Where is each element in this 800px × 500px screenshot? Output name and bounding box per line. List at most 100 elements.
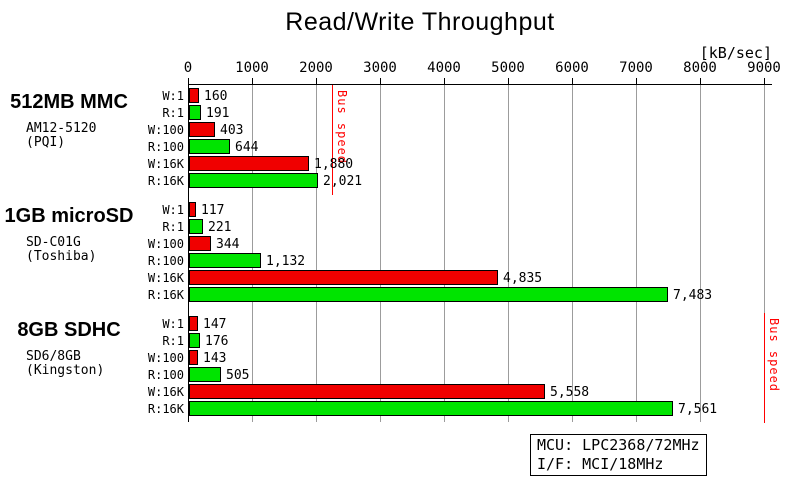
bar-row-label: W:16K xyxy=(147,271,184,285)
gridline xyxy=(508,84,509,422)
axis-tick xyxy=(636,78,637,84)
bar-value-label: 1,132 xyxy=(266,254,306,269)
bar-row-label: W:1 xyxy=(162,89,184,103)
bar-read xyxy=(189,253,261,268)
bar-value-label: 344 xyxy=(216,237,240,252)
axis-tick xyxy=(252,78,253,84)
bar-write xyxy=(189,316,198,331)
axis-tick xyxy=(188,78,189,84)
axis-tick-label: 9000 xyxy=(747,60,781,76)
group-title: 8GB SDHC xyxy=(17,319,121,341)
gridline xyxy=(700,84,701,422)
axis-tick-label: 7000 xyxy=(619,60,653,76)
bar-read xyxy=(189,139,230,154)
bar-read xyxy=(189,287,668,302)
bar-row-label: R:1 xyxy=(162,106,184,120)
bar-write xyxy=(189,270,498,285)
bar-row-label: W:1 xyxy=(162,317,184,331)
bus-speed-label: Bus speed xyxy=(767,318,781,393)
axis-tick-label: 8000 xyxy=(683,60,717,76)
group-subtitle: AM12-5120 (PQI) xyxy=(2,122,136,150)
bar-value-label: 160 xyxy=(204,89,228,104)
bar-value-label: 176 xyxy=(205,334,229,349)
gridline xyxy=(764,84,765,422)
bar-value-label: 403 xyxy=(220,123,244,138)
gridline xyxy=(572,84,573,422)
group-title: 1GB microSD xyxy=(4,205,134,227)
axis-tick xyxy=(508,78,509,84)
group-model: SD6/8GB xyxy=(26,349,81,364)
group-model: SD-C01G xyxy=(26,235,81,250)
axis-tick-label: 6000 xyxy=(555,60,589,76)
bar-row-label: R:1 xyxy=(162,334,184,348)
mcu-info-line1: MCU: LPC2368/72MHz xyxy=(537,436,700,454)
bar-row-label: R:100 xyxy=(147,140,184,154)
group-subtitle: SD6/8GB (Kingston) xyxy=(2,350,136,378)
bar-row-label: W:16K xyxy=(147,157,184,171)
axis-tick xyxy=(380,78,381,84)
bar-write xyxy=(189,202,196,217)
bar-read xyxy=(189,401,673,416)
axis-unit-label: [kB/sec] xyxy=(699,44,772,62)
gridline xyxy=(380,84,381,422)
bus-speed-label: Bus speed xyxy=(335,90,349,165)
axis-tick-label: 2000 xyxy=(299,60,333,76)
axis-top-line xyxy=(188,84,772,85)
bar-value-label: 221 xyxy=(208,220,232,235)
bar-read xyxy=(189,367,221,382)
bar-read xyxy=(189,333,200,348)
group-title: 512MB MMC xyxy=(10,91,128,113)
group-info: 512MB MMC AM12-5120 (PQI) xyxy=(2,92,136,150)
bar-row-label: R:100 xyxy=(147,254,184,268)
axis-tick-label: 0 xyxy=(183,60,193,76)
bar-write xyxy=(189,236,211,251)
group-info: 1GB microSD SD-C01G (Toshiba) xyxy=(2,206,136,264)
bar-row-label: R:1 xyxy=(162,220,184,234)
axis-tick xyxy=(700,78,701,84)
axis-tick xyxy=(572,78,573,84)
bar-value-label: 505 xyxy=(226,368,250,383)
bar-value-label: 7,561 xyxy=(678,402,718,417)
axis-left-spine xyxy=(188,84,189,422)
bar-write xyxy=(189,122,215,137)
bar-value-label: 644 xyxy=(235,140,259,155)
bar-value-label: 191 xyxy=(206,106,230,121)
bus-speed-line xyxy=(764,313,765,423)
group-vendor: (Kingston) xyxy=(26,363,105,378)
axis-tick-label: 1000 xyxy=(235,60,269,76)
bar-value-label: 7,483 xyxy=(673,288,713,303)
bar-write xyxy=(189,384,545,399)
bar-read xyxy=(189,105,201,120)
bar-write xyxy=(189,88,199,103)
bar-row-label: W:16K xyxy=(147,385,184,399)
bar-row-label: W:100 xyxy=(147,237,184,251)
bar-write xyxy=(189,350,198,365)
bar-row-label: W:1 xyxy=(162,203,184,217)
bar-write xyxy=(189,156,309,171)
bar-row-label: R:16K xyxy=(147,174,184,188)
axis-tick xyxy=(444,78,445,84)
mcu-info-box: MCU: LPC2368/72MHz I/F: MCI/18MHz xyxy=(530,434,707,476)
group-model: AM12-5120 xyxy=(26,121,97,136)
chart-title: Read/Write Throughput xyxy=(285,8,555,36)
axis-tick-label: 5000 xyxy=(491,60,525,76)
mcu-info-line2: I/F: MCI/18MHz xyxy=(537,455,664,473)
group-info: 8GB SDHC SD6/8GB (Kingston) xyxy=(2,320,136,378)
group-vendor: (PQI) xyxy=(26,135,66,150)
bar-value-label: 1,880 xyxy=(314,157,354,172)
bus-speed-line xyxy=(332,85,333,195)
bar-read xyxy=(189,173,318,188)
bar-value-label: 2,021 xyxy=(323,174,363,189)
bar-value-label: 147 xyxy=(203,317,227,332)
axis-tick-label: 4000 xyxy=(427,60,461,76)
bar-value-label: 117 xyxy=(201,203,225,218)
axis-tick-label: 3000 xyxy=(363,60,397,76)
axis-tick xyxy=(316,78,317,84)
bar-row-label: R:16K xyxy=(147,402,184,416)
gridline xyxy=(444,84,445,422)
group-subtitle: SD-C01G (Toshiba) xyxy=(2,236,136,264)
bar-row-label: R:16K xyxy=(147,288,184,302)
bar-row-label: R:100 xyxy=(147,368,184,382)
gridline xyxy=(636,84,637,422)
bar-value-label: 5,558 xyxy=(550,385,590,400)
